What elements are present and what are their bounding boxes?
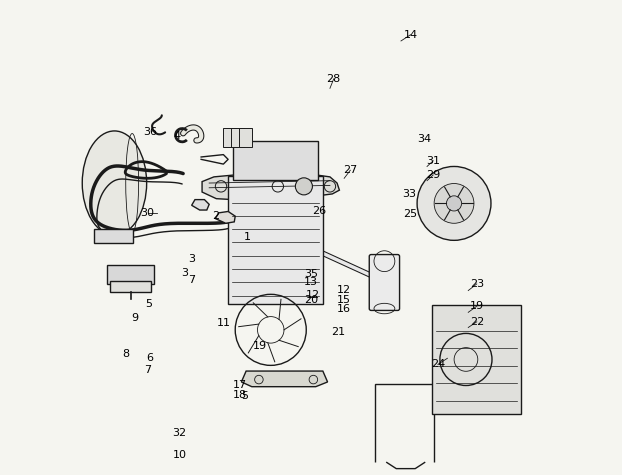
Polygon shape xyxy=(202,172,340,200)
Text: 5: 5 xyxy=(146,299,152,309)
Text: 1: 1 xyxy=(244,232,251,243)
FancyBboxPatch shape xyxy=(233,141,318,180)
Text: 25: 25 xyxy=(404,209,417,219)
Text: 34: 34 xyxy=(417,134,432,144)
Circle shape xyxy=(447,196,462,211)
Text: 5: 5 xyxy=(241,391,248,401)
FancyBboxPatch shape xyxy=(239,128,252,147)
Text: 31: 31 xyxy=(426,156,440,166)
Circle shape xyxy=(295,178,312,195)
Text: 21: 21 xyxy=(332,327,346,337)
Text: 3: 3 xyxy=(188,254,195,264)
Text: 35: 35 xyxy=(304,269,318,279)
Text: 22: 22 xyxy=(470,317,484,327)
Text: 28: 28 xyxy=(327,74,341,84)
Text: 12: 12 xyxy=(337,285,351,294)
FancyBboxPatch shape xyxy=(228,176,323,304)
Text: 16: 16 xyxy=(337,304,351,314)
FancyBboxPatch shape xyxy=(109,281,151,293)
Text: 32: 32 xyxy=(172,428,187,437)
FancyBboxPatch shape xyxy=(231,128,244,147)
Text: 19: 19 xyxy=(253,342,267,352)
Text: 10: 10 xyxy=(172,450,187,460)
Text: 3: 3 xyxy=(181,268,188,278)
Text: 29: 29 xyxy=(426,170,440,180)
Circle shape xyxy=(417,166,491,240)
FancyBboxPatch shape xyxy=(432,305,521,414)
Text: 9: 9 xyxy=(131,313,138,323)
Text: 18: 18 xyxy=(233,390,247,400)
FancyBboxPatch shape xyxy=(369,255,399,311)
Text: 12: 12 xyxy=(306,290,320,300)
Text: 11: 11 xyxy=(216,318,230,328)
FancyBboxPatch shape xyxy=(223,128,236,147)
Circle shape xyxy=(434,183,474,223)
Text: 4: 4 xyxy=(174,131,181,141)
Text: 20: 20 xyxy=(304,295,318,305)
Text: 27: 27 xyxy=(343,165,358,175)
FancyBboxPatch shape xyxy=(94,228,133,243)
Text: 13: 13 xyxy=(304,277,318,287)
Text: 33: 33 xyxy=(402,189,417,199)
Text: 6: 6 xyxy=(146,353,154,363)
Text: 26: 26 xyxy=(312,207,327,217)
Text: 30: 30 xyxy=(141,208,155,218)
Text: 7: 7 xyxy=(188,275,195,285)
Text: 15: 15 xyxy=(337,295,351,305)
Text: 36: 36 xyxy=(143,127,157,137)
Text: 2: 2 xyxy=(211,211,219,221)
Text: 14: 14 xyxy=(404,30,417,40)
Text: 8: 8 xyxy=(122,349,129,359)
FancyBboxPatch shape xyxy=(107,266,154,285)
Text: 24: 24 xyxy=(431,360,445,370)
Text: 23: 23 xyxy=(470,279,484,289)
Polygon shape xyxy=(241,371,328,387)
Polygon shape xyxy=(192,200,209,210)
Ellipse shape xyxy=(82,131,147,235)
Text: 17: 17 xyxy=(233,380,247,390)
Text: 19: 19 xyxy=(470,301,484,311)
Polygon shape xyxy=(215,211,235,223)
Text: 7: 7 xyxy=(144,365,151,375)
